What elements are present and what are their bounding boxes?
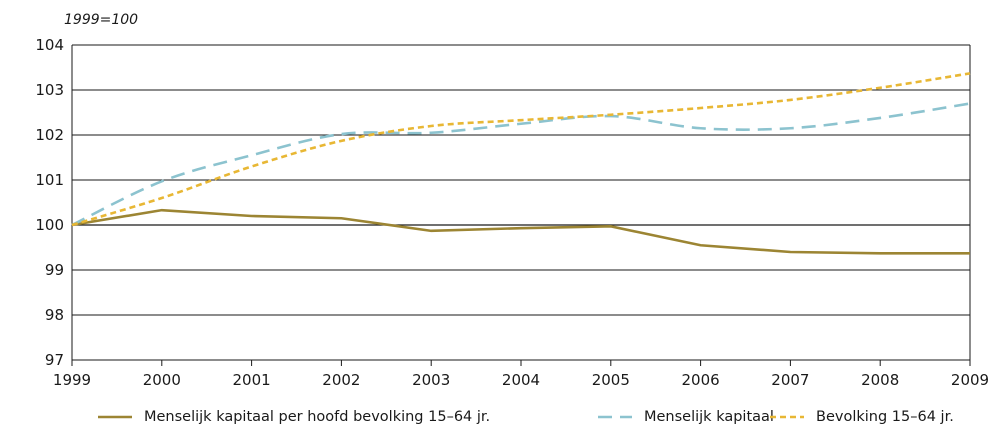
- y-tick-label-104: 104: [35, 36, 64, 54]
- x-tick-label-2008: 2008: [861, 371, 899, 389]
- y-tick-label-99: 99: [45, 261, 64, 279]
- x-tick-label-2006: 2006: [682, 371, 720, 389]
- y-tick-label-102: 102: [35, 126, 64, 144]
- x-tick-label-1999: 1999: [53, 371, 91, 389]
- y-tick-label-103: 103: [35, 81, 64, 99]
- y-tick-label-97: 97: [45, 351, 64, 369]
- legend-label-1: Menselijk kapitaal per hoofd bevolking 1…: [144, 409, 490, 425]
- x-tick-label-2000: 2000: [143, 371, 181, 389]
- series-lines: [71, 72, 971, 255]
- x-tick-label-2009: 2009: [951, 371, 989, 389]
- axes: 97 98 99 100 101 102 103 104 1999 2000 2001 2002 200…: [35, 36, 989, 389]
- x-tick-label-2002: 2002: [322, 371, 360, 389]
- x-tick-label-2004: 2004: [502, 371, 540, 389]
- legend-label-3: Bevolking 15–64 jr.: [816, 409, 954, 425]
- y-tick-label-98: 98: [45, 306, 64, 324]
- x-tick-label-2007: 2007: [771, 371, 809, 389]
- gridlines: [72, 44, 970, 361]
- legend: Menselijk kapitaal per hoofd bevolking 1…: [98, 409, 954, 425]
- series-line-1: [71, 208, 970, 255]
- legend-label-2: Menselijk kapitaal: [644, 409, 774, 425]
- x-tick-label-2005: 2005: [592, 371, 630, 389]
- x-tick-label-2003: 2003: [412, 371, 450, 389]
- series-line-2: [71, 102, 971, 227]
- x-tick-label-2001: 2001: [233, 371, 271, 389]
- y-unit-label: 1999=100: [64, 12, 138, 28]
- y-tick-label-100: 100: [35, 216, 64, 234]
- y-tick-label-101: 101: [35, 171, 64, 189]
- series-line-3: [71, 72, 971, 227]
